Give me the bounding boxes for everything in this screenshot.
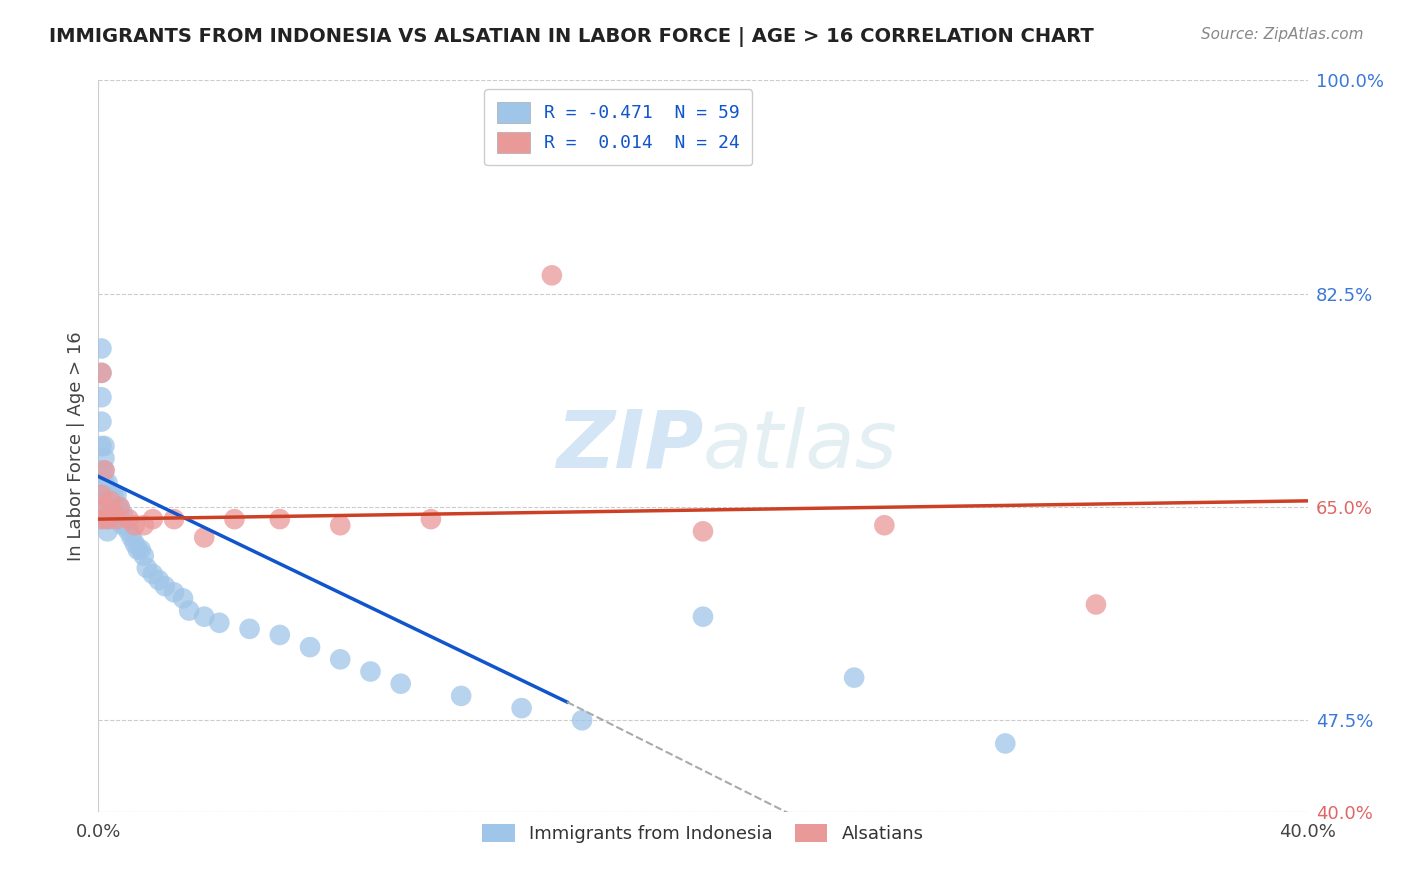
Point [994, 736, 1017, 750]
Point [269, 512, 291, 526]
Point [299, 640, 322, 655]
Point [329, 518, 352, 533]
Point [163, 512, 186, 526]
Point [124, 518, 146, 533]
Point [96, 512, 118, 526]
Point [193, 609, 215, 624]
Point [100, 488, 122, 502]
Point [100, 512, 122, 526]
Point [105, 500, 128, 514]
Point [96, 488, 118, 502]
Point [450, 689, 472, 703]
Point [93, 488, 115, 502]
Point [93, 475, 115, 490]
Point [114, 518, 136, 533]
Point [90, 366, 112, 380]
Point [132, 518, 155, 533]
Point [844, 671, 866, 685]
Point [90, 390, 112, 404]
Point [510, 701, 533, 715]
Point [118, 524, 141, 539]
Point [93, 488, 115, 502]
Point [153, 579, 176, 593]
Point [108, 500, 131, 514]
Point [179, 604, 201, 618]
Point [692, 524, 714, 539]
Point [420, 512, 443, 526]
Point [96, 512, 118, 526]
Point [873, 518, 896, 533]
Point [90, 366, 112, 380]
Point [692, 609, 714, 624]
Point [121, 530, 143, 544]
Point [105, 488, 128, 502]
Point [90, 512, 112, 526]
Point [148, 573, 170, 587]
Text: Source: ZipAtlas.com: Source: ZipAtlas.com [1201, 27, 1364, 42]
Point [96, 475, 118, 490]
Point [571, 714, 593, 728]
Point [90, 488, 112, 502]
Point [103, 506, 125, 520]
Point [124, 536, 146, 550]
Point [389, 677, 412, 691]
Point [208, 615, 231, 630]
Point [108, 512, 131, 526]
Point [1085, 598, 1108, 612]
Point [96, 524, 118, 539]
Point [360, 665, 382, 679]
Point [163, 585, 186, 599]
Point [93, 463, 115, 477]
Point [103, 500, 125, 514]
Point [93, 439, 115, 453]
Legend: Immigrants from Indonesia, Alsatians: Immigrants from Indonesia, Alsatians [471, 813, 935, 854]
Point [90, 439, 112, 453]
Point [93, 512, 115, 526]
Point [103, 512, 125, 526]
Point [108, 500, 131, 514]
Point [93, 500, 115, 514]
Point [239, 622, 262, 636]
Point [90, 415, 112, 429]
Point [111, 518, 134, 533]
Point [100, 493, 122, 508]
Point [224, 512, 246, 526]
Point [90, 463, 112, 477]
Point [93, 451, 115, 466]
Point [129, 542, 152, 557]
Point [105, 512, 128, 526]
Point [127, 542, 149, 557]
Point [90, 512, 112, 526]
Point [111, 506, 134, 520]
Text: IMMIGRANTS FROM INDONESIA VS ALSATIAN IN LABOR FORCE | AGE > 16 CORRELATION CHAR: IMMIGRANTS FROM INDONESIA VS ALSATIAN IN… [49, 27, 1094, 46]
Point [103, 488, 125, 502]
Point [540, 268, 562, 283]
Point [90, 342, 112, 356]
Point [100, 500, 122, 514]
Point [93, 463, 115, 477]
Text: ZIP: ZIP [555, 407, 703, 485]
Point [118, 512, 141, 526]
Point [135, 561, 157, 575]
Y-axis label: In Labor Force | Age > 16: In Labor Force | Age > 16 [66, 331, 84, 561]
Point [142, 567, 165, 582]
Point [172, 591, 194, 606]
Text: atlas: atlas [703, 407, 898, 485]
Point [132, 549, 155, 563]
Point [269, 628, 291, 642]
Point [142, 512, 165, 526]
Point [329, 652, 352, 666]
Point [193, 530, 215, 544]
Point [96, 500, 118, 514]
